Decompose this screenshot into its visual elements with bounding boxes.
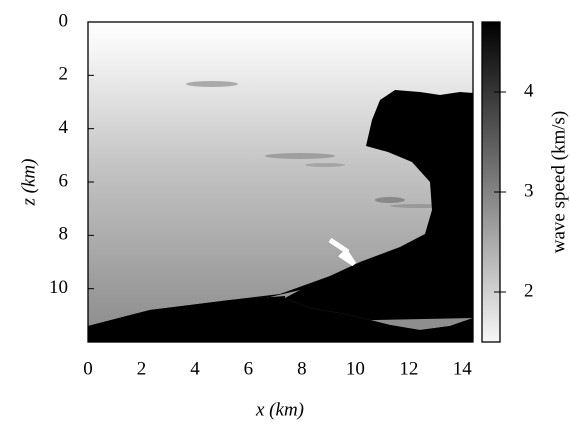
y-tick-label: 4	[59, 117, 69, 138]
y-tick-label: 2	[59, 64, 69, 85]
x-tick-label: 12	[399, 358, 418, 379]
colorbar-tick-label: 4	[524, 80, 534, 101]
x-tick-label: 14	[453, 358, 473, 379]
y-axis-label: z (km)	[18, 159, 39, 207]
y-tick-label: 0	[59, 10, 69, 31]
x-tick-label: 8	[297, 358, 307, 379]
x-tick-label: 0	[83, 358, 93, 379]
x-tick-label: 4	[190, 358, 200, 379]
y-tick-label: 6	[59, 170, 69, 191]
x-tick-label: 6	[244, 358, 254, 379]
colorbar-tick-label: 3	[524, 180, 534, 201]
colorbar-tick-label: 2	[524, 280, 534, 301]
x-tick-label: 10	[346, 358, 365, 379]
velocity-image	[88, 22, 473, 342]
colorbar	[481, 21, 501, 343]
x-tick-label: 2	[137, 358, 147, 379]
colorbar-label: wave speed (km/s)	[548, 111, 569, 253]
x-axis-label: x (km)	[255, 399, 304, 420]
y-tick-label: 10	[49, 277, 68, 298]
y-tick-label: 8	[59, 224, 69, 245]
